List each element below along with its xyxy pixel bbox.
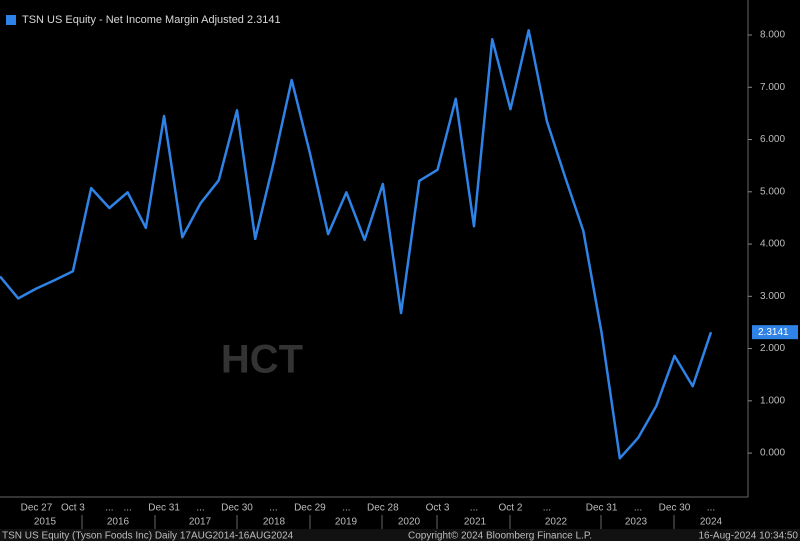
x-tick-label: Dec 31 <box>586 503 618 514</box>
footer-copyright: Copyright© 2024 Bloomberg Finance L.P. <box>408 531 592 541</box>
x-tick-label: Oct 3 <box>426 503 450 514</box>
x-tick-label: Oct 2 <box>498 503 522 514</box>
x-tick-label: ... <box>543 503 551 514</box>
series-line <box>0 29 713 460</box>
year-label: 2018 <box>263 517 286 528</box>
x-tick-label: Dec 31 <box>148 503 180 514</box>
x-tick-label: Dec 27 <box>21 503 53 514</box>
legend-name: TSN US Equity - Net Income Margin Adjust… <box>22 14 244 26</box>
x-tick-label: ... <box>269 503 277 514</box>
year-label: 2022 <box>545 517 568 528</box>
x-tick-label: ... <box>105 503 113 514</box>
x-tick-label: ... <box>470 503 478 514</box>
legend-value: 2.3141 <box>247 14 281 26</box>
y-tick-label: 4.000 <box>760 239 785 250</box>
x-tick-label: ... <box>342 503 350 514</box>
x-tick-label: ... <box>123 503 131 514</box>
x-tick-label: Dec 30 <box>221 503 253 514</box>
legend-label: TSN US Equity - Net Income Margin Adjust… <box>22 14 281 26</box>
y-tick-label: 3.000 <box>760 291 785 302</box>
x-tick-label: Oct 3 <box>61 503 85 514</box>
last-value-label: 2.3141 <box>758 327 789 338</box>
legend-swatch <box>6 15 16 25</box>
y-tick-label: 6.000 <box>760 134 785 145</box>
x-tick-label: Dec 29 <box>294 503 326 514</box>
y-tick-label: 2.000 <box>760 343 785 354</box>
y-tick-label: 0.000 <box>760 448 785 459</box>
year-label: 2015 <box>34 517 57 528</box>
footer-bar <box>0 529 800 541</box>
year-label: 2024 <box>700 517 723 528</box>
x-tick-label: Dec 28 <box>367 503 399 514</box>
y-tick-label: 1.000 <box>760 395 785 406</box>
year-label: 2023 <box>625 517 648 528</box>
y-tick-label: 5.000 <box>760 186 785 197</box>
year-label: 2017 <box>189 517 212 528</box>
x-tick-label: ... <box>707 503 715 514</box>
footer-source: TSN US Equity (Tyson Foods Inc) Daily 17… <box>2 531 294 541</box>
watermark: HCT <box>221 338 303 382</box>
x-tick-label: Dec 30 <box>659 503 691 514</box>
year-label: 2021 <box>464 517 487 528</box>
y-tick-label: 8.000 <box>760 30 785 41</box>
y-tick-label: 7.000 <box>760 82 785 93</box>
year-label: 2019 <box>335 517 358 528</box>
x-tick-label: ... <box>634 503 642 514</box>
x-tick-label: ... <box>196 503 204 514</box>
year-label: 2016 <box>107 517 130 528</box>
footer-time: 16-Aug-2024 10:34:50 <box>698 531 798 541</box>
year-label: 2020 <box>398 517 421 528</box>
last-value-tag <box>752 325 798 340</box>
